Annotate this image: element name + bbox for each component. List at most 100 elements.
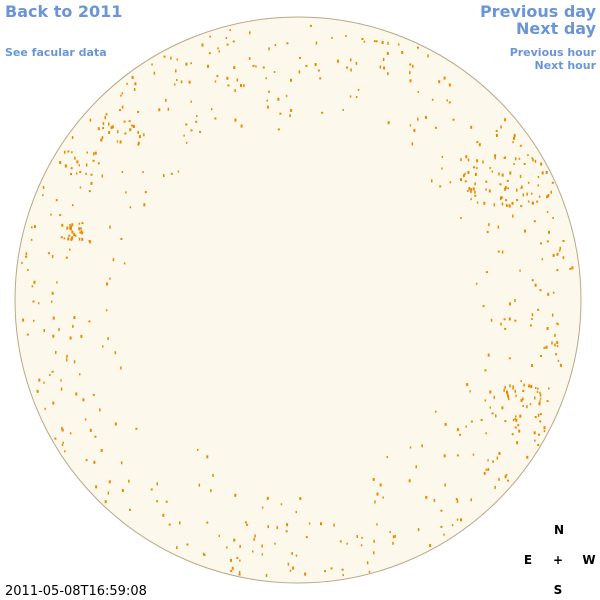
facula-dot — [75, 172, 78, 175]
facula-dot — [33, 225, 36, 229]
facula-dot — [60, 236, 63, 239]
facula-dot — [375, 40, 378, 43]
facula-dot — [31, 285, 34, 288]
facula-dot — [498, 477, 500, 481]
facula-dot — [185, 141, 188, 144]
facula-dot — [531, 201, 534, 205]
facula-dot — [102, 127, 105, 130]
facula-dot — [511, 201, 514, 205]
facula-dot — [386, 51, 389, 55]
facular-link[interactable]: See facular data — [5, 46, 107, 59]
facula-dot — [128, 479, 130, 483]
facula-dot — [398, 43, 400, 46]
facula-dot — [238, 571, 241, 574]
facula-dot — [443, 76, 446, 80]
facula-dot — [440, 525, 443, 528]
facula-dot — [409, 124, 412, 127]
facula-dot — [551, 313, 554, 317]
facula-dot — [539, 413, 542, 416]
facula-dot — [473, 166, 475, 169]
next-day-link[interactable]: Next day — [516, 19, 597, 38]
facula-dot — [246, 523, 249, 526]
facula-dot — [210, 108, 213, 111]
next-hour-link[interactable]: Next hour — [535, 59, 597, 72]
facula-dot — [571, 266, 574, 270]
facula-dot — [504, 327, 507, 330]
facula-dot — [81, 237, 84, 241]
facula-dot — [441, 167, 443, 170]
facula-dot — [531, 364, 534, 367]
facula-dot — [464, 172, 466, 175]
facula-dot — [342, 109, 344, 111]
facula-dot — [129, 508, 131, 511]
facula-dot — [518, 157, 521, 160]
facula-dot — [489, 167, 491, 169]
facula-dot — [262, 66, 265, 69]
facula-dot — [470, 420, 473, 423]
facula-dot — [467, 190, 469, 192]
facula-dot — [167, 107, 170, 111]
facula-dot — [474, 172, 477, 176]
facula-dot — [379, 483, 382, 487]
facula-dot — [427, 54, 429, 58]
facula-dot — [78, 227, 81, 231]
facula-dot — [95, 485, 98, 489]
facula-dot — [105, 309, 108, 312]
facula-dot — [409, 79, 412, 83]
facula-dot — [509, 171, 512, 175]
facula-dot — [50, 213, 52, 216]
facula-dot — [503, 388, 505, 392]
facula-dot — [485, 468, 488, 471]
facula-dot — [366, 561, 369, 565]
facula-dot — [531, 318, 533, 320]
facula-dot — [99, 408, 101, 412]
facula-dot — [514, 299, 516, 302]
facula-dot — [33, 319, 35, 322]
facula-dot — [523, 383, 525, 387]
facula-dot — [90, 173, 93, 176]
facula-dot — [217, 47, 219, 50]
facula-dot — [54, 437, 57, 440]
facula-dot — [491, 412, 494, 415]
facula-dot — [522, 397, 524, 401]
facula-dot — [497, 225, 500, 229]
facula-dot — [482, 305, 485, 308]
back-link[interactable]: Back to 2011 — [5, 2, 122, 21]
facula-dot — [337, 59, 339, 63]
facula-dot — [207, 64, 209, 68]
facula-dot — [69, 336, 72, 340]
facula-dot — [537, 413, 540, 417]
facula-dot — [58, 328, 60, 332]
facula-dot — [216, 75, 219, 78]
facula-dot — [509, 384, 511, 388]
facula-dot — [540, 242, 542, 245]
facula-dot — [562, 240, 565, 242]
facula-dot — [559, 363, 562, 367]
facula-dot — [234, 493, 237, 497]
facula-dot — [75, 234, 77, 237]
facula-dot — [208, 52, 211, 55]
facula-dot — [100, 138, 103, 142]
facula-dot — [268, 90, 270, 93]
facula-dot — [243, 84, 245, 88]
facula-dot — [102, 345, 104, 348]
facula-dot — [504, 186, 507, 190]
facula-dot — [30, 238, 33, 241]
facula-dot — [421, 444, 423, 448]
facula-dot — [36, 389, 39, 393]
facula-dot — [474, 194, 477, 197]
facula-dot — [72, 204, 74, 207]
facula-dot — [529, 324, 532, 327]
facula-dot — [165, 500, 168, 503]
previous-day-link[interactable]: Previous day — [480, 2, 597, 21]
facula-dot — [443, 454, 446, 458]
facula-dot — [389, 531, 391, 534]
facula-dot — [110, 126, 113, 129]
facula-dot — [163, 174, 165, 177]
facula-dot — [548, 230, 550, 234]
facula-dot — [507, 479, 510, 482]
previous-hour-link[interactable]: Previous hour — [510, 46, 597, 59]
facula-dot — [197, 448, 199, 451]
facula-dot — [465, 155, 468, 159]
facula-dot — [382, 58, 385, 61]
